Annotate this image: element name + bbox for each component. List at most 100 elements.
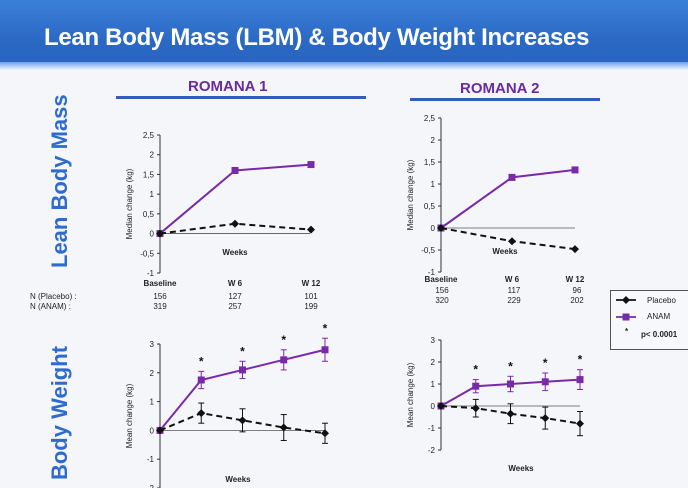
r1-lbm-xlabel: Weeks bbox=[222, 248, 248, 257]
chart-r1-bw: 3 2 1 0 -1 -2 Mean change (kg) Weeks * * * * bbox=[125, 322, 329, 488]
r1-bw-anam-point-3 bbox=[280, 356, 288, 364]
r2-bw-anam-point-3 bbox=[541, 378, 549, 386]
chart-r2-lbm: 2,5 2 1,5 1 0,5 0 -0,5 -1 Median change (kg) Week… bbox=[406, 114, 585, 284]
r2-bw-xlabel: Weeks bbox=[508, 464, 534, 473]
romana2-underline bbox=[410, 98, 600, 101]
r1-lbm-ytick-label-3: 1 bbox=[150, 190, 155, 199]
legend-anam-marker bbox=[622, 313, 630, 321]
r1-lbm-ytick-label-5: 0 bbox=[150, 230, 155, 239]
r1-bw-placebo-point-1 bbox=[197, 409, 206, 418]
r2-lbm-cat-1: W 6 bbox=[505, 275, 520, 284]
slide-title: Lean Body Mass (LBM) & Body Weight Incre… bbox=[44, 24, 590, 51]
row-label-bw: Body Weight bbox=[47, 345, 72, 481]
legend-anam: ANAM bbox=[647, 312, 671, 321]
r1-bw-ytick-label-3: 0 bbox=[150, 426, 155, 435]
n-r1-placebo-2: 101 bbox=[304, 292, 318, 301]
title-bar: Lean Body Mass (LBM) & Body Weight Incre… bbox=[0, 0, 688, 70]
r2-lbm-anam-point-1 bbox=[508, 173, 516, 181]
n-r1-anam-1: 257 bbox=[228, 302, 242, 311]
legend-placebo-marker bbox=[622, 296, 630, 304]
r1-bw-anam-point-1 bbox=[197, 376, 205, 384]
r2-bw-anam-point-2 bbox=[507, 380, 514, 388]
r1-bw-ylabel: Mean change (kg) bbox=[125, 383, 134, 448]
n-r2-anam-1: 229 bbox=[507, 296, 521, 305]
r1-lbm-anam-point-2 bbox=[307, 161, 315, 169]
r1-bw-star-2: * bbox=[281, 333, 286, 347]
r2-lbm-placebo-point-0 bbox=[437, 224, 445, 232]
r1-lbm-ytick-label-1: 2 bbox=[150, 151, 155, 160]
r2-bw-placebo-point-0 bbox=[437, 402, 445, 410]
r2-bw-star-3: * bbox=[578, 353, 583, 367]
r1-bw-star-3: * bbox=[323, 322, 328, 335]
r2-bw-placebo-point-4 bbox=[576, 419, 584, 428]
r2-lbm-ylabel: Median change (kg) bbox=[406, 159, 415, 230]
r2-bw-ytick-label-4: -1 bbox=[428, 424, 436, 433]
r1-bw-placebo-point-2 bbox=[238, 416, 247, 425]
legend-sig: p< 0.0001 bbox=[641, 330, 678, 339]
r1-bw-placebo-point-4 bbox=[321, 429, 329, 438]
r2-lbm-cat-0: Baseline bbox=[425, 275, 458, 284]
r2-bw-placebo-point-1 bbox=[471, 404, 480, 413]
r1-lbm-placebo-point-2 bbox=[307, 225, 315, 234]
r1-lbm-placebo-point-0 bbox=[156, 229, 164, 238]
r1-lbm-anam-point-1 bbox=[231, 166, 239, 174]
r2-lbm-ytick-label-7: -1 bbox=[428, 268, 436, 277]
n-r1-anam-2: 199 bbox=[304, 302, 318, 311]
r1-bw-placebo-point-0 bbox=[156, 426, 164, 435]
row-label-lbm: Lean Body Mass bbox=[47, 94, 72, 268]
r2-lbm-ytick-label-4: 0,5 bbox=[424, 202, 436, 211]
n-r2-placebo-2: 96 bbox=[572, 286, 582, 295]
r2-bw-star-0: * bbox=[473, 363, 478, 377]
r1-bw-placebo-line bbox=[159, 412, 326, 435]
r2-lbm-ytick-label-1: 2 bbox=[431, 136, 436, 145]
n-r2-anam-2: 202 bbox=[570, 296, 584, 305]
r2-bw-ytick-label-1: 2 bbox=[431, 358, 436, 367]
r2-lbm-placebo-point-2 bbox=[571, 245, 579, 254]
r1-bw-ytick-label-4: -1 bbox=[147, 455, 155, 464]
legend-placebo: Placebo bbox=[647, 296, 676, 305]
n-r2-placebo-1: 117 bbox=[507, 286, 521, 295]
r2-lbm-ytick-label-0: 2,5 bbox=[424, 114, 436, 123]
r2-lbm-cat-2: W 12 bbox=[566, 275, 585, 284]
legend: Placebo ANAM * p< 0.0001 bbox=[610, 290, 688, 350]
section-heading-romana2: ROMANA 2 bbox=[460, 80, 540, 97]
r2-bw-ytick-label-3: 0 bbox=[431, 402, 436, 411]
r2-bw-ytick-label-2: 1 bbox=[431, 380, 436, 389]
n-r2-placebo-0: 156 bbox=[435, 286, 449, 295]
r2-bw-star-2: * bbox=[543, 356, 548, 370]
r1-bw-star-1: * bbox=[240, 344, 245, 358]
section-heading-romana1: ROMANA 1 bbox=[188, 78, 268, 95]
r2-bw-placebo-point-3 bbox=[541, 414, 550, 423]
legend-star: * bbox=[625, 327, 629, 336]
r1-bw-xlabel: Weeks bbox=[225, 475, 251, 484]
r2-lbm-xlabel: Weeks bbox=[492, 247, 518, 256]
r1-lbm-placebo-point-1 bbox=[231, 219, 239, 228]
r1-lbm-ytick-label-2: 1,5 bbox=[143, 170, 155, 179]
romana1-underline bbox=[116, 96, 366, 99]
r1-lbm-ylabel: Median change (kg) bbox=[125, 168, 134, 239]
chart-r2-bw: 3 2 1 0 -1 -2 Mean change (kg) Weeks * * * * bbox=[406, 336, 584, 473]
r1-bw-star-0: * bbox=[199, 354, 204, 368]
r1-bw-anam-point-4 bbox=[321, 346, 329, 354]
n-anam-label: N (ANAM) : bbox=[30, 302, 71, 311]
r2-bw-star-1: * bbox=[508, 359, 513, 373]
n-r2-anam-0: 320 bbox=[435, 296, 449, 305]
r1-bw-ytick-label-1: 2 bbox=[150, 369, 155, 378]
r2-bw-anam-point-1 bbox=[472, 382, 480, 390]
r1-bw-anam-point-2 bbox=[239, 366, 246, 374]
r2-lbm-placebo-line bbox=[440, 227, 576, 251]
r2-lbm-ytick-label-3: 1 bbox=[431, 180, 436, 189]
chart-r1-lbm: 2,5 2 1,5 1 0,5 0 -0,5 -1 Median change (kg) Week… bbox=[125, 131, 321, 288]
r2-bw-placebo-point-2 bbox=[506, 409, 515, 418]
r2-bw-ylabel: Mean change (kg) bbox=[406, 362, 415, 427]
r1-lbm-ytick-label-0: 2,5 bbox=[143, 131, 155, 140]
r2-bw-anam-point-4 bbox=[576, 376, 584, 384]
r2-lbm-ytick-label-6: -0,5 bbox=[421, 246, 435, 255]
r1-bw-ytick-label-0: 3 bbox=[150, 340, 155, 349]
r1-lbm-ytick-label-4: 0,5 bbox=[143, 210, 155, 219]
n-r1-placebo-1: 127 bbox=[228, 292, 242, 301]
legend-swatches bbox=[616, 296, 636, 321]
r2-bw-ytick-label-0: 3 bbox=[431, 336, 436, 345]
r2-lbm-placebo-point-1 bbox=[508, 237, 516, 246]
